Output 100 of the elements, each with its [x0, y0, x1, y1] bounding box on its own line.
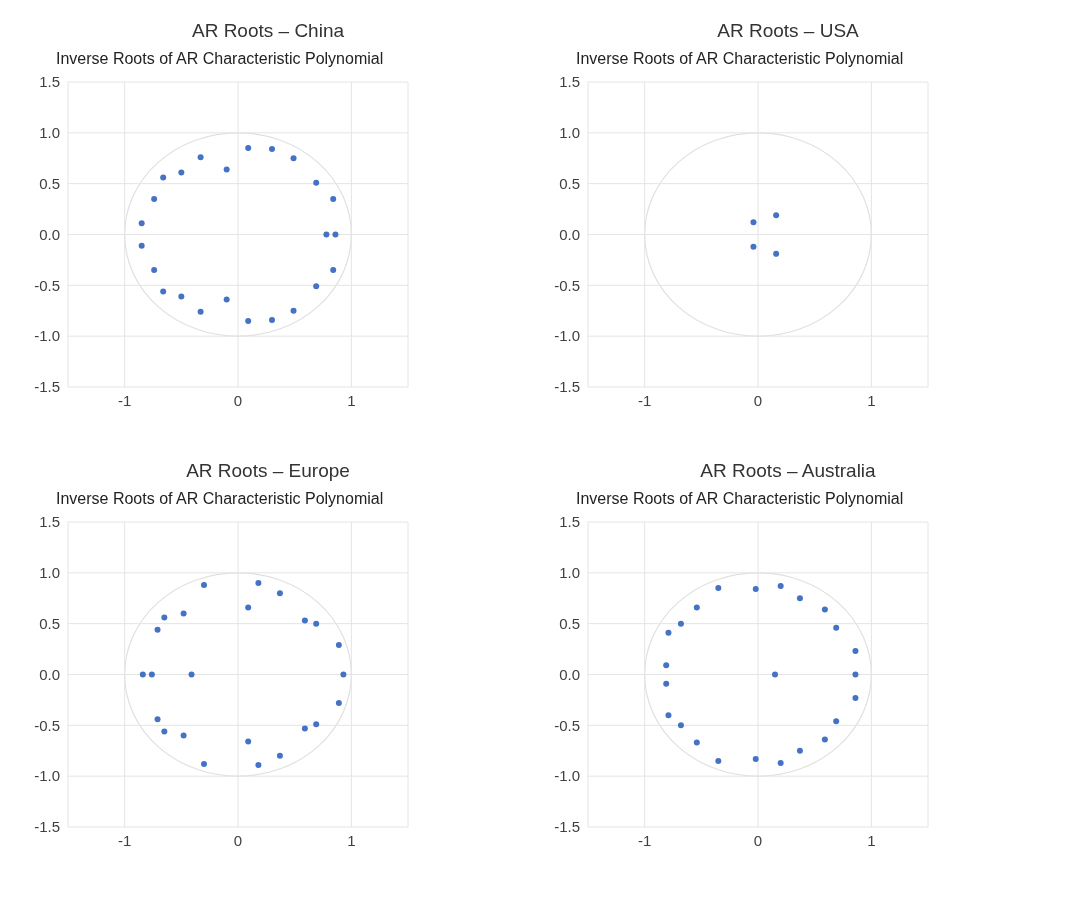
point	[715, 585, 722, 592]
point	[335, 642, 342, 649]
x-tick-label: 1	[347, 831, 356, 849]
point	[197, 154, 204, 161]
point	[178, 293, 185, 300]
point	[201, 582, 207, 589]
y-tick-label: -0.5	[554, 276, 580, 294]
chart-subtitle: Inverse Roots of AR Characteristic Polynomial	[575, 489, 905, 509]
point	[138, 220, 145, 227]
point	[255, 580, 262, 586]
point	[151, 267, 158, 274]
point	[180, 732, 187, 739]
point	[301, 725, 308, 732]
point	[178, 169, 185, 176]
y-tick-label: -1.0	[554, 327, 580, 345]
point	[752, 586, 759, 593]
chart-subtitle: Inverse Roots of AR Characteristic Polynomial	[55, 49, 385, 69]
point	[255, 761, 262, 768]
y-tick-label: 1.5	[39, 513, 60, 531]
point	[773, 250, 780, 257]
y-tick-label: -1.0	[34, 767, 60, 785]
y-tick-label: 0.5	[39, 614, 60, 632]
y-tick-label: 1.0	[559, 124, 580, 142]
point	[276, 590, 283, 597]
point	[796, 595, 803, 602]
point	[160, 174, 167, 181]
point	[773, 212, 780, 219]
point	[332, 231, 339, 238]
point	[313, 283, 320, 290]
point	[663, 662, 670, 669]
point	[323, 231, 330, 238]
y-tick-label: -0.5	[34, 276, 60, 294]
point	[777, 583, 784, 590]
y-tick-label: 0.0	[559, 665, 580, 683]
point	[772, 671, 778, 678]
point	[197, 308, 204, 315]
y-tick-label: -1.0	[554, 767, 580, 785]
y-tick-label: -1.5	[34, 818, 60, 836]
y-tick-label: -0.5	[34, 716, 60, 734]
point	[752, 755, 759, 762]
point	[313, 620, 320, 627]
point	[245, 145, 252, 152]
chart-subtitle: Inverse Roots of AR Characteristic Polynomial	[55, 489, 385, 509]
point	[180, 610, 187, 617]
point	[201, 760, 207, 767]
x-tick-label: 0	[233, 391, 243, 409]
point	[313, 721, 320, 728]
point	[750, 243, 757, 250]
point	[833, 718, 840, 725]
x-tick-label: 0	[753, 391, 763, 409]
y-tick-label: 1.5	[559, 513, 580, 531]
x-tick-label: -1	[117, 391, 132, 409]
x-tick-label: 0	[753, 831, 763, 849]
point	[852, 671, 859, 678]
y-tick-label: -1.0	[34, 327, 60, 345]
x-tick-label: -1	[637, 831, 652, 849]
x-tick-label: 1	[867, 831, 876, 849]
point	[665, 712, 672, 719]
point	[223, 296, 230, 303]
y-tick-label: -0.5	[554, 716, 580, 734]
point	[693, 604, 700, 611]
point	[677, 620, 684, 627]
y-tick-label: -1.5	[554, 818, 580, 836]
y-tick-label: 0.5	[559, 174, 580, 192]
point	[665, 629, 672, 636]
point	[335, 699, 342, 706]
point	[313, 179, 320, 186]
chart-title: AR Roots – Australia	[699, 459, 877, 483]
y-tick-label: -1.5	[554, 378, 580, 396]
point	[223, 166, 230, 173]
point	[677, 722, 684, 729]
point	[821, 606, 828, 613]
point	[796, 747, 803, 754]
point	[340, 671, 347, 678]
chart-title: AR Roots – USA	[716, 19, 860, 43]
y-tick-label: 0.5	[39, 174, 60, 192]
point	[151, 195, 158, 202]
point	[821, 736, 828, 743]
point	[148, 671, 155, 678]
point	[290, 307, 297, 314]
point	[693, 739, 700, 746]
point	[852, 694, 859, 701]
point	[715, 757, 722, 764]
x-tick-label: 1	[867, 391, 876, 409]
y-tick-label: 1.5	[559, 73, 580, 91]
y-tick-label: 1.5	[39, 73, 60, 91]
x-tick-label: 1	[347, 391, 356, 409]
point	[777, 759, 784, 766]
y-tick-label: 0.0	[39, 665, 60, 683]
chart-title: AR Roots – China	[190, 19, 346, 43]
point	[154, 716, 161, 723]
y-tick-label: 1.0	[39, 124, 60, 142]
y-tick-label: 1.0	[39, 564, 60, 582]
chart-title: AR Roots – Europe	[185, 459, 351, 483]
x-tick-label: 0	[233, 831, 243, 849]
y-tick-label: 0.0	[559, 225, 580, 243]
point	[330, 267, 337, 274]
point	[139, 671, 146, 678]
point	[301, 617, 308, 624]
y-tick-label: 1.0	[559, 564, 580, 582]
